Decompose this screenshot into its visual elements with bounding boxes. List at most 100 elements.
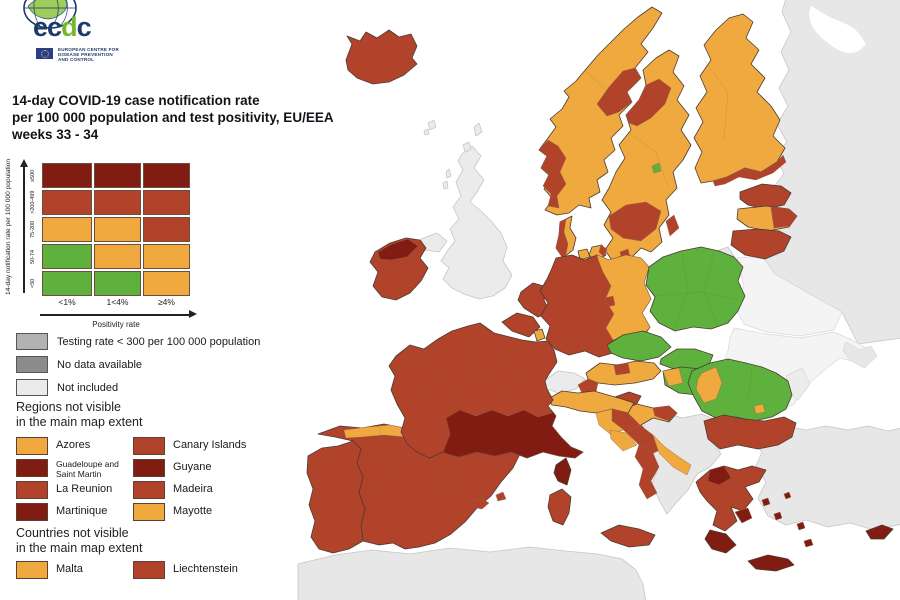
martinique-swatch	[16, 503, 48, 521]
map-country-norway	[538, 6, 663, 216]
map-country-estonia	[739, 183, 792, 210]
region-item-martinique: Martinique	[16, 503, 107, 521]
canary-islands-swatch	[133, 437, 165, 455]
map-region-copenhagen-red	[598, 244, 608, 258]
map-country-lithuania	[730, 228, 792, 260]
not-included-swatch	[16, 379, 48, 396]
eu-flag-icon	[36, 48, 53, 59]
malta-swatch	[16, 561, 48, 579]
map-island-aegean-3	[783, 491, 792, 500]
matrix-cell-1-0	[42, 190, 92, 215]
matrix-cell-2-0	[42, 217, 92, 242]
region-item-madeira: Madeira	[133, 481, 213, 499]
map-country-cyprus	[865, 524, 894, 540]
matrix-row-label-1: >200-499	[30, 190, 36, 215]
map-region-bucharest-orange	[753, 403, 766, 415]
region-item-canary-islands: Canary Islands	[133, 437, 246, 455]
map-country-iceland	[345, 29, 418, 85]
mayotte-label: Mayotte	[173, 505, 213, 517]
matrix-cell-4-2	[143, 271, 190, 296]
y-axis-line	[23, 166, 25, 293]
madeira-label: Madeira	[173, 483, 213, 495]
map-region-peloponnese-darkred	[704, 529, 737, 554]
map-region-romania-west-orange	[695, 366, 723, 404]
la-reunion-swatch	[16, 481, 48, 499]
matrix-cell-0-1	[94, 163, 141, 188]
mayotte-swatch	[133, 503, 165, 521]
matrix-cell-3-0	[42, 244, 92, 269]
map-region-norway-southwest-red	[538, 139, 567, 209]
map-region-france-south-darkred	[442, 405, 584, 459]
guadeloupe-swatch	[16, 459, 48, 477]
map-country-russia	[761, 0, 900, 345]
map-region-north-africa	[297, 546, 647, 600]
map-island-funen	[577, 248, 591, 261]
legend-item-no-data: No data available	[16, 356, 142, 373]
x-axis-arrowhead-icon	[189, 310, 197, 319]
map-country-united-kingdom	[440, 145, 513, 300]
matrix-cell-3-2	[143, 244, 190, 269]
map-title-line3: weeks 33 - 34	[12, 127, 99, 142]
region-item-mayotte: Mayotte	[133, 503, 212, 521]
map-region-crimea	[842, 341, 878, 369]
map-country-poland	[645, 246, 746, 332]
map-region-italy-lazio-orange	[609, 429, 638, 452]
map-country-czechia	[606, 330, 672, 362]
map-island-aland-green	[651, 162, 662, 174]
matrix-col-label-1: 1<4%	[106, 297, 129, 307]
madeira-swatch	[133, 481, 165, 499]
matrix-cell-1-2	[143, 190, 190, 215]
map-white-sea	[809, 6, 866, 54]
map-title-line2: per 100 000 population and test positivi…	[12, 110, 334, 125]
ecdc-globe-icon	[23, 0, 77, 29]
region-item-azores: Azores	[16, 437, 90, 455]
map-island-hebrides	[445, 168, 452, 179]
map-island-sardinia	[547, 488, 572, 526]
map-region-ireland-northwest-darkred	[377, 238, 419, 261]
map-region-berlin-red	[604, 295, 616, 308]
country-item-liechtenstein: Liechtenstein	[133, 561, 238, 579]
azores-swatch	[16, 437, 48, 455]
map-island-corsica	[553, 457, 572, 486]
country-item-malta: Malta	[16, 561, 83, 579]
countries-heading: Countries not visible in the main map ex…	[16, 526, 142, 556]
map-island-faroe	[427, 119, 437, 131]
map-country-portugal	[306, 440, 366, 554]
map-country-luxembourg	[533, 328, 546, 342]
canary-islands-label: Canary Islands	[173, 439, 247, 451]
azores-label: Azores	[56, 439, 91, 451]
map-region-italy-north	[547, 390, 635, 414]
countries-heading-line1: Countries not visible	[16, 526, 129, 540]
matrix-cell-4-0	[42, 271, 92, 296]
x-axis-line	[40, 314, 190, 316]
region-item-guadeloupe: Guadeloupe and Saint Martin	[16, 459, 140, 479]
guadeloupe-label: Guadeloupe and Saint Martin	[56, 459, 119, 479]
map-region-austria-salzburg-red	[613, 362, 631, 376]
map-region-italy-puglia-orange	[652, 434, 692, 476]
no-data-swatch	[16, 356, 48, 373]
map-region-denmark-jutland-west-red	[555, 218, 569, 259]
guyane-label: Guyane	[173, 461, 212, 473]
not-included-label: Not included	[57, 381, 119, 394]
matrix-grid	[42, 163, 190, 296]
matrix-cell-1-1	[94, 190, 141, 215]
testing-rate-label: Testing rate < 300 per 100 000 populatio…	[57, 335, 261, 348]
region-item-la-reunion: La Reunion	[16, 481, 112, 499]
legend-matrix: 14-day notification rate per 100 000 pop…	[0, 158, 240, 334]
liechtenstein-label: Liechtenstein	[173, 563, 238, 575]
map-region-hungary-west-orange	[662, 367, 684, 387]
regions-heading-line2: in the main map extent	[16, 415, 143, 429]
region-item-guyane: Guyane	[133, 459, 212, 477]
y-axis-arrowhead-icon	[19, 159, 28, 167]
map-island-aegean-1	[761, 497, 771, 507]
map-island-menorca	[495, 491, 507, 502]
map-region-italy-calabria-red	[634, 444, 660, 500]
matrix-row-label-4: <50	[30, 278, 36, 289]
martinique-label: Martinique	[56, 505, 108, 517]
map-region-greece-attica-darkred	[734, 507, 753, 524]
legend-item-not-included: Not included	[16, 379, 118, 396]
map-island-gotland	[665, 214, 680, 237]
map-nuts-lines-spain	[351, 427, 471, 507]
